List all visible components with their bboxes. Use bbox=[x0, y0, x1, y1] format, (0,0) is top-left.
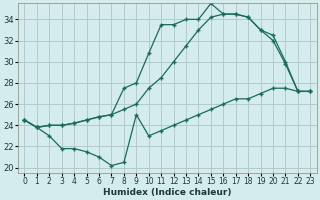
X-axis label: Humidex (Indice chaleur): Humidex (Indice chaleur) bbox=[103, 188, 232, 197]
